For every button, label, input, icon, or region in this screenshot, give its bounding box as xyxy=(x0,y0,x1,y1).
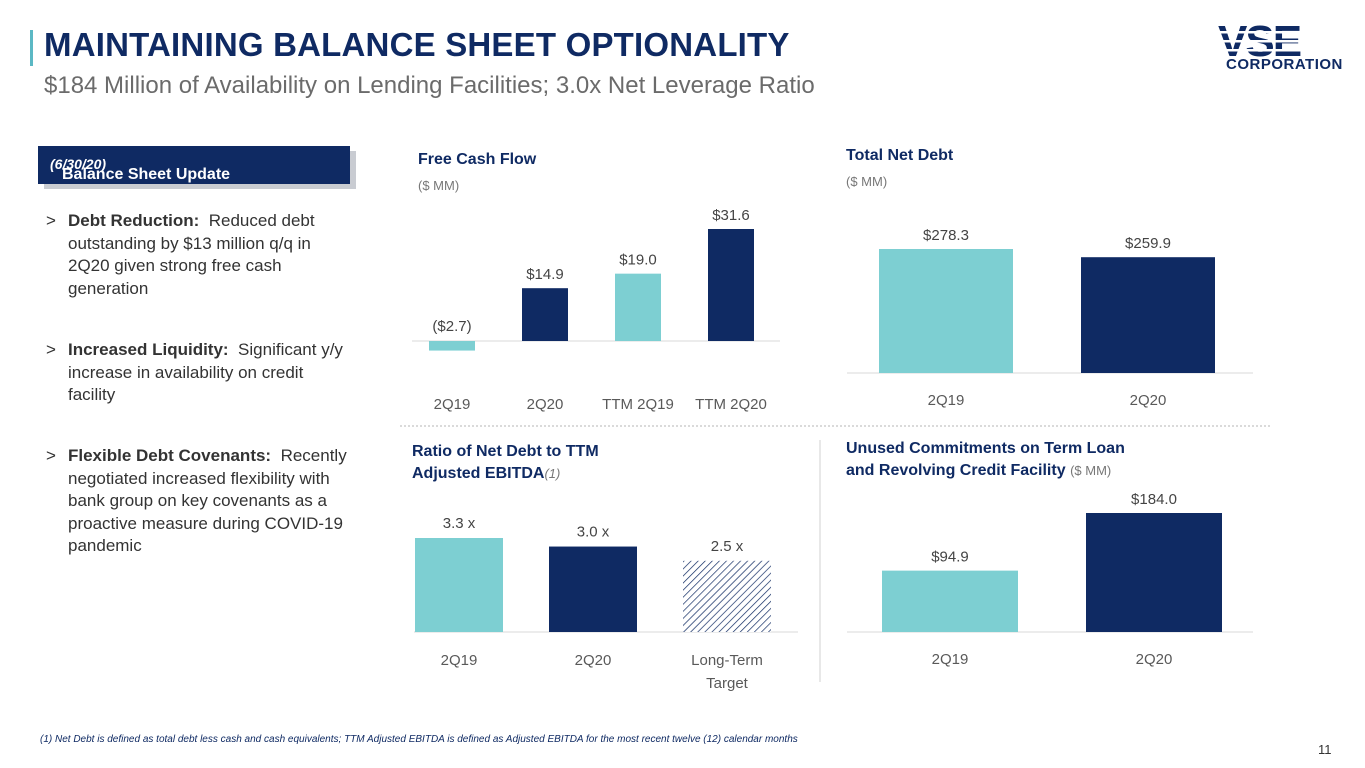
data-label-2q19: ($2.7) xyxy=(432,318,471,335)
logo-subtext: CORPORATION xyxy=(1226,56,1343,73)
category-label-2q19: 2Q19 xyxy=(932,651,969,668)
unused-title-line2: and Revolving Credit Facility xyxy=(846,462,1066,479)
free-cash-flow-chart: ($2.7) 2Q19 $14.9 2Q20 $19.0 TTM 2Q19 $31.6 TTM… xyxy=(412,207,780,413)
category-label-long-term-target-line2: Target xyxy=(706,675,749,692)
data-label-ttm-2q19: $19.0 xyxy=(619,252,657,269)
bar-long-term-target xyxy=(683,560,771,632)
ratio-chart-title: Ratio of Net Debt to TTM Adjusted EBITDA… xyxy=(412,443,599,483)
debt-chart-unit: ($ MM) xyxy=(846,174,888,189)
footnote: (1) Net Debt is defined as total debt le… xyxy=(40,734,798,745)
category-label-2q20: 2Q20 xyxy=(575,652,612,669)
section-label: Balance Sheet Update (6/30/20) xyxy=(38,146,350,184)
logo-stripe xyxy=(1216,49,1338,52)
category-label-ttm-2q20: TTM 2Q20 xyxy=(695,396,767,413)
bar-2q19 xyxy=(415,538,503,632)
bullet-text: Reduced debt outstanding by $13 million … xyxy=(68,211,315,298)
bullet-marker: > xyxy=(46,446,56,465)
bullet-heading: Flexible Debt Covenants: xyxy=(68,446,272,465)
category-label-ttm-2q19: TTM 2Q19 xyxy=(602,396,674,413)
bullet-heading: Increased Liquidity: xyxy=(68,340,229,359)
title-accent-bar xyxy=(30,30,33,66)
bar-ttm-2q20 xyxy=(708,229,754,341)
logo-stripe xyxy=(1216,31,1338,34)
bullet-marker: > xyxy=(46,211,56,230)
data-label-2q20: $259.9 xyxy=(1125,235,1171,252)
total-net-debt-chart: $278.3 2Q19 $259.9 2Q20 xyxy=(847,227,1253,409)
category-label-long-term-target: Long-Term xyxy=(691,652,763,669)
bullet-text: Significant y/y increase in availability… xyxy=(68,340,343,404)
category-label-2q19: 2Q19 xyxy=(434,396,471,413)
bar-2q20 xyxy=(1086,513,1222,632)
bar-2q20 xyxy=(549,546,637,632)
fcf-chart-unit: ($ MM) xyxy=(418,178,460,193)
bullet-marker: > xyxy=(46,340,56,359)
vse-logo: VSE xyxy=(1216,17,1338,66)
unused-chart-unit: ($ MM) xyxy=(1070,463,1112,478)
net-debt-ratio-chart: 3.3 x 2Q19 3.0 x 2Q20 2.5 x Long-Term Target xyxy=(414,515,798,692)
bullet-text: Recently negotiated increased flexibilit… xyxy=(68,446,347,555)
data-label-2q19: 3.3 x xyxy=(443,515,476,532)
data-label-2q20: $14.9 xyxy=(526,266,564,283)
bar-2q20 xyxy=(522,288,568,341)
category-label-2q20: 2Q20 xyxy=(1130,392,1167,409)
data-label-2q20: $184.0 xyxy=(1131,491,1177,508)
bar-2q19 xyxy=(429,341,475,351)
data-label-2q19: $278.3 xyxy=(923,227,969,244)
data-label-long-term-target: 2.5 x xyxy=(711,538,744,555)
category-label-2q19: 2Q19 xyxy=(441,652,478,669)
page-subtitle: $184 Million of Availability on Lending … xyxy=(44,72,815,99)
bar-ttm-2q19 xyxy=(615,273,661,341)
fcf-chart-title: Free Cash Flow xyxy=(418,151,537,168)
category-label-2q20: 2Q20 xyxy=(527,396,564,413)
debt-chart-title: Total Net Debt xyxy=(846,147,954,164)
data-label-2q20: 3.0 x xyxy=(577,524,610,541)
section-label-date: (6/30/20) xyxy=(50,156,107,172)
logo-stripe xyxy=(1216,40,1338,43)
bar-2q20 xyxy=(1081,257,1215,373)
page-title: MAINTAINING BALANCE SHEET OPTIONALITY xyxy=(44,26,790,63)
section-label-text: Balance Sheet Update xyxy=(62,166,231,183)
unused-commitments-chart: $94.9 2Q19 $184.0 2Q20 xyxy=(847,491,1253,668)
bullet-heading: Debt Reduction: xyxy=(68,211,200,230)
data-label-ttm-2q20: $31.6 xyxy=(712,207,750,224)
bar-2q19 xyxy=(882,570,1018,632)
unused-chart-title: Unused Commitments on Term Loan and Revo… xyxy=(846,440,1125,480)
unused-title-line1: Unused Commitments on Term Loan xyxy=(846,440,1125,457)
ratio-title-line1: Ratio of Net Debt to TTM xyxy=(412,443,599,460)
ratio-title-line2: Adjusted EBITDA xyxy=(412,465,545,482)
bar-2q19 xyxy=(879,249,1013,373)
category-label-2q20: 2Q20 xyxy=(1136,651,1173,668)
category-label-2q19: 2Q19 xyxy=(928,392,965,409)
footnote-ref: (1) xyxy=(544,466,561,481)
data-label-2q19: $94.9 xyxy=(931,549,969,566)
page-number: 11 xyxy=(1318,742,1332,757)
